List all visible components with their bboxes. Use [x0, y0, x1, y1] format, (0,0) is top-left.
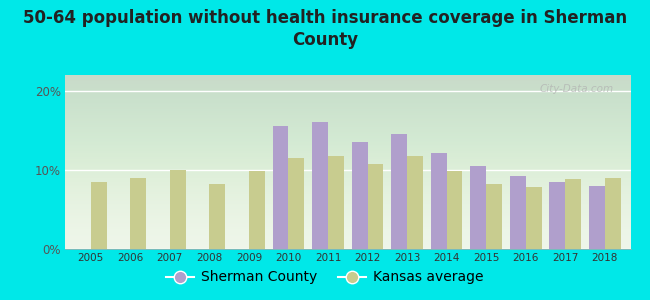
Bar: [249, 172, 265, 249]
Text: City-Data.com: City-Data.com: [540, 84, 614, 94]
Bar: [328, 156, 344, 249]
Bar: [407, 156, 423, 249]
Bar: [312, 122, 328, 249]
Bar: [486, 184, 502, 249]
Bar: [289, 158, 304, 249]
Bar: [391, 134, 407, 249]
Bar: [272, 126, 289, 249]
Bar: [367, 164, 383, 249]
Bar: [589, 186, 604, 249]
Bar: [471, 166, 486, 249]
Bar: [431, 152, 447, 249]
Bar: [566, 179, 581, 249]
Bar: [170, 170, 186, 249]
Bar: [510, 176, 526, 249]
Text: 50-64 population without health insurance coverage in Sherman
County: 50-64 population without health insuranc…: [23, 9, 627, 49]
Bar: [91, 182, 107, 249]
Legend: Sherman County, Kansas average: Sherman County, Kansas average: [161, 265, 489, 290]
Bar: [130, 178, 146, 249]
Bar: [604, 178, 621, 249]
Bar: [209, 184, 225, 249]
Bar: [352, 142, 367, 249]
Bar: [549, 182, 566, 249]
Bar: [447, 172, 462, 249]
Bar: [526, 187, 541, 249]
